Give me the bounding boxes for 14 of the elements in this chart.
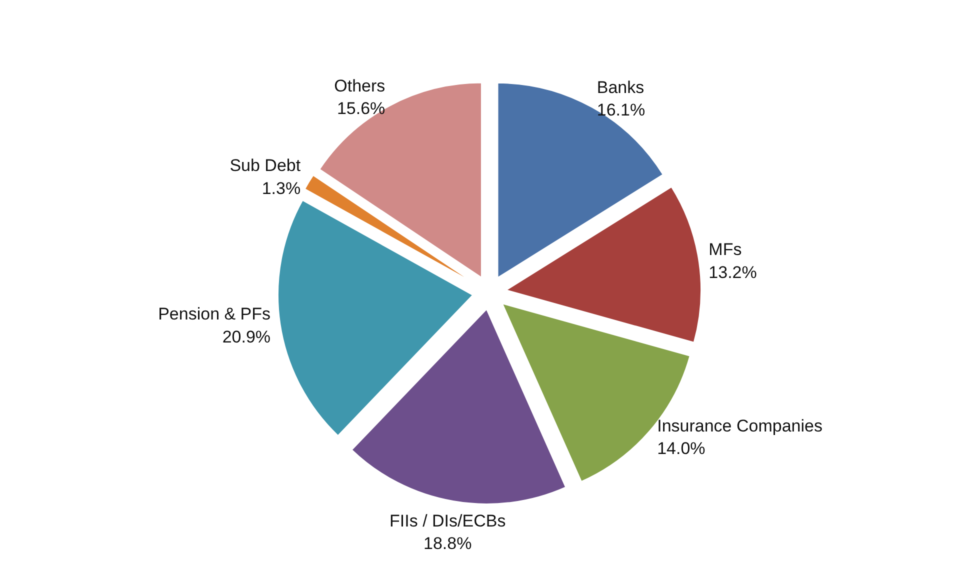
slice-label: Insurance Companies [657,416,822,436]
slice-label: MFs [708,240,742,260]
slice-label: FIIs / DIs/ECBs [390,511,506,530]
slice-label: Pension & PFs [158,304,271,324]
data-label: 1.3% [262,178,301,198]
data-label: 16.1% [596,100,646,120]
slice-label: Others [334,76,386,96]
data-label: 13.2% [708,262,757,282]
slice-label: Banks [596,78,644,97]
data-label: 15.6% [336,99,386,118]
slice-label: Sub Debt [230,156,301,176]
data-label: 20.9% [222,327,271,346]
data-label: 18.8% [424,534,472,554]
data-label: 14.0% [657,439,706,458]
